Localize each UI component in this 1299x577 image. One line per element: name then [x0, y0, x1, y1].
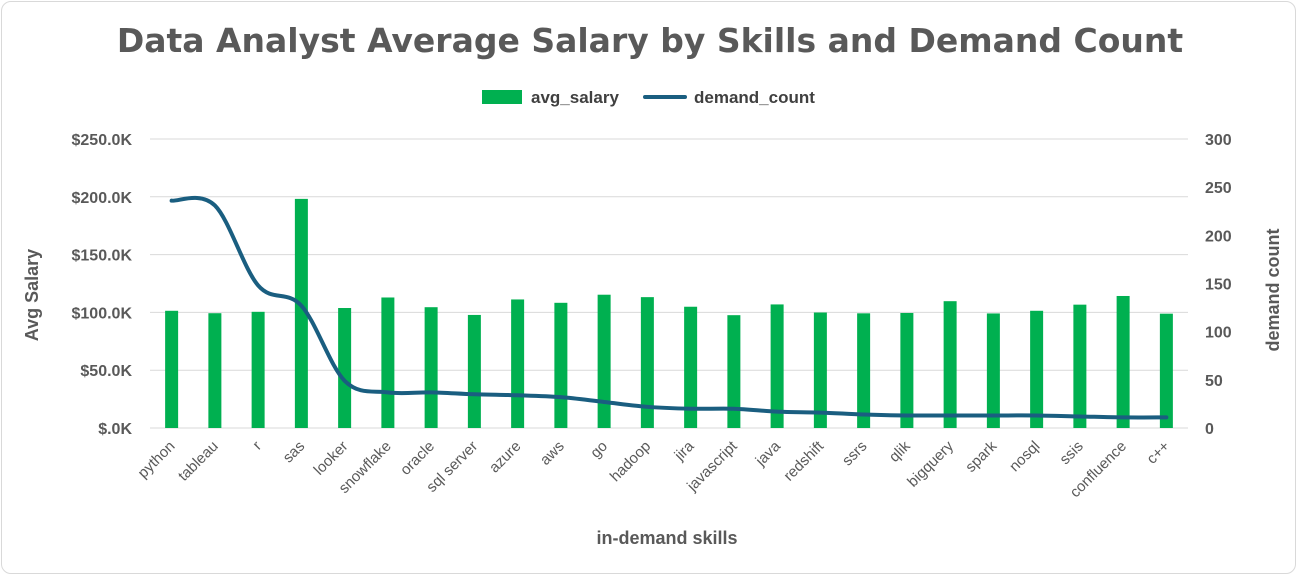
bar [554, 302, 568, 428]
y-tick-label: $.0K [98, 421, 132, 438]
x-tick-label: hadoop [607, 438, 654, 485]
legend-label-demand-count: demand_count [694, 88, 815, 107]
x-tick-label: oracle [397, 438, 438, 479]
x-tick-label: sas [280, 438, 309, 467]
y-tick-label: $200.0K [72, 190, 133, 207]
x-tick-label: java [752, 437, 785, 470]
gridlines [150, 138, 1188, 429]
x-tick-label: bigquery [904, 437, 957, 490]
y2-tick-label: 0 [1205, 421, 1214, 438]
bar [900, 312, 914, 428]
bar [1073, 304, 1087, 428]
bar [424, 307, 438, 428]
bar [511, 299, 525, 428]
x-tick-label: looker [311, 438, 352, 479]
bar [770, 304, 784, 428]
bar [857, 313, 871, 428]
bar [208, 313, 222, 428]
y-axis-left-ticks: $.0K $50.0K $100.0K $150.0K $200.0K $250.0K [72, 132, 133, 438]
y2-axis-title: demand count [1263, 228, 1283, 351]
y-tick-label: $50.0K [80, 363, 132, 380]
x-tick-label: go [587, 438, 611, 462]
y-tick-label: $100.0K [72, 305, 133, 322]
y2-tick-label: 300 [1205, 132, 1232, 149]
bar [338, 308, 352, 428]
bar [943, 301, 957, 428]
x-tick-label: redshift [780, 437, 827, 484]
y-axis-right-ticks: 0 50 100 150 200 250 300 [1205, 132, 1232, 438]
bar [381, 297, 395, 428]
y2-tick-label: 150 [1205, 277, 1232, 294]
bar [986, 313, 1000, 428]
bar [727, 315, 741, 428]
legend-swatch-avg-salary [482, 90, 522, 104]
x-axis-title: in-demand skills [596, 528, 737, 548]
y-tick-label: $250.0K [72, 132, 133, 149]
y2-tick-label: 200 [1205, 228, 1232, 245]
x-tick-label: jira [671, 437, 698, 464]
bar [165, 310, 179, 428]
y-axis-title: Avg Salary [22, 249, 42, 341]
bar-series-avg-salary [165, 198, 1173, 428]
x-tick-label: qlik [886, 437, 914, 465]
bar [1159, 313, 1173, 428]
bar [684, 306, 698, 428]
x-tick-label: python [135, 438, 179, 482]
y2-tick-label: 250 [1205, 180, 1232, 197]
legend-label-avg-salary: avg_salary [531, 88, 619, 107]
x-tick-label: c++ [1143, 438, 1173, 468]
bar [294, 198, 308, 428]
x-tick-label: aws [537, 438, 568, 469]
bar [1116, 295, 1130, 428]
y2-tick-label: 100 [1205, 325, 1232, 342]
x-tick-label: nosql [1006, 438, 1043, 475]
bar [467, 314, 481, 428]
y-tick-label: $150.0K [72, 248, 133, 265]
y2-tick-label: 50 [1205, 373, 1223, 390]
x-tick-label: spark [962, 437, 1000, 475]
x-tick-label: tableau [175, 438, 222, 485]
bar [640, 297, 654, 428]
x-tick-label: ssis [1056, 438, 1086, 468]
bar [1030, 310, 1044, 428]
legend: avg_salary demand_count [482, 88, 815, 107]
x-tick-label: r [249, 438, 265, 454]
bar [597, 294, 611, 428]
x-tick-label: azure [486, 438, 525, 477]
chart-title: Data Analyst Average Salary by Skills an… [117, 21, 1184, 60]
x-tick-label: ssrs [839, 438, 870, 469]
bar [813, 312, 827, 428]
bar [251, 311, 265, 428]
line-series-demand-count [169, 195, 1169, 420]
